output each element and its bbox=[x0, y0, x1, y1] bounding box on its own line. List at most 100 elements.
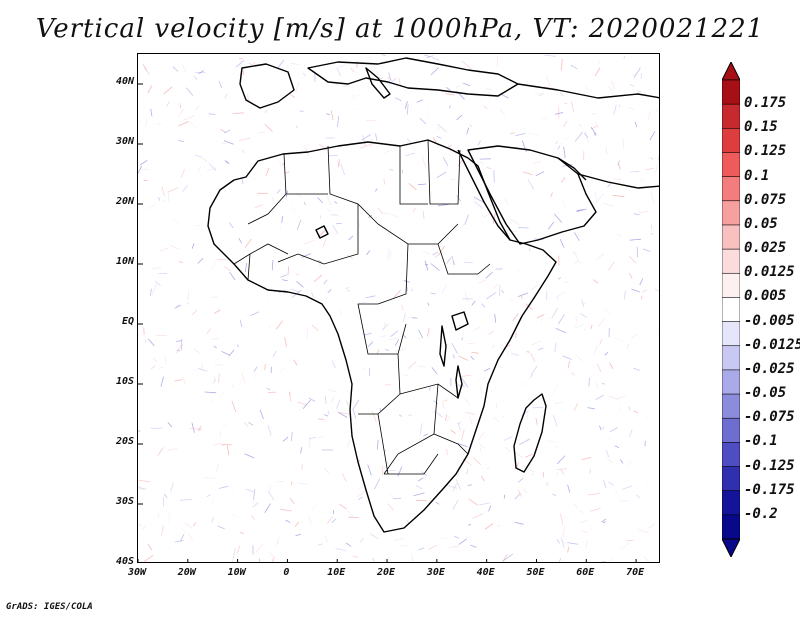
velocity-contour bbox=[491, 343, 496, 350]
velocity-contour bbox=[605, 146, 608, 155]
velocity-contour bbox=[451, 342, 458, 354]
velocity-contour bbox=[611, 80, 615, 90]
velocity-contour bbox=[596, 253, 605, 260]
map-graticule bbox=[138, 83, 637, 562]
velocity-contour bbox=[208, 163, 217, 171]
colorbar-label: 0.05 bbox=[744, 215, 778, 232]
velocity-contour bbox=[509, 299, 514, 302]
velocity-contour bbox=[330, 110, 334, 121]
velocity-contour bbox=[387, 461, 390, 467]
velocity-contour bbox=[478, 502, 491, 506]
velocity-contour bbox=[455, 478, 461, 491]
velocity-contour bbox=[412, 207, 417, 213]
lat-tick-label: 10S bbox=[115, 376, 134, 387]
velocity-contour bbox=[190, 428, 202, 430]
velocity-contour bbox=[417, 477, 424, 482]
velocity-contour bbox=[285, 171, 290, 174]
velocity-contour bbox=[143, 554, 154, 562]
velocity-contour bbox=[587, 407, 595, 410]
velocity-contour bbox=[359, 538, 364, 543]
velocity-contour bbox=[327, 208, 332, 213]
velocity-contour bbox=[323, 279, 328, 285]
velocity-contour bbox=[589, 525, 594, 531]
velocity-contour bbox=[531, 340, 541, 346]
velocity-contour bbox=[517, 227, 529, 229]
velocity-contour bbox=[657, 92, 659, 95]
velocity-contour bbox=[318, 259, 323, 264]
velocity-contour bbox=[527, 132, 539, 136]
velocity-contour bbox=[613, 337, 625, 342]
velocity-contour bbox=[494, 314, 497, 323]
velocity-contour bbox=[556, 455, 566, 465]
velocity-contour bbox=[138, 74, 142, 76]
velocity-contour bbox=[563, 146, 566, 158]
velocity-contour bbox=[573, 402, 579, 412]
colorbar bbox=[722, 62, 740, 557]
velocity-contour bbox=[623, 290, 626, 300]
velocity-contour bbox=[633, 213, 640, 216]
velocity-contour bbox=[216, 462, 220, 472]
velocity-contour bbox=[352, 409, 357, 419]
velocity-contour bbox=[244, 453, 255, 459]
velocity-contour bbox=[602, 202, 615, 207]
velocity-contour bbox=[515, 133, 526, 137]
velocity-contour bbox=[147, 338, 155, 347]
velocity-contour bbox=[485, 271, 493, 279]
velocity-contour bbox=[437, 123, 447, 133]
velocity-contour bbox=[452, 500, 459, 510]
velocity-contour bbox=[322, 238, 327, 248]
velocity-contour bbox=[346, 439, 351, 448]
country-borders bbox=[233, 139, 491, 475]
velocity-contour bbox=[438, 536, 448, 539]
velocity-contour bbox=[377, 207, 383, 214]
velocity-contour bbox=[221, 443, 233, 446]
velocity-contour bbox=[372, 558, 375, 562]
velocity-contour bbox=[623, 55, 625, 60]
velocity-contour bbox=[631, 73, 636, 76]
velocity-contour bbox=[464, 291, 469, 302]
velocity-contour bbox=[560, 469, 565, 476]
velocity-contour bbox=[437, 126, 439, 131]
velocity-contour bbox=[584, 132, 589, 138]
velocity-contour bbox=[186, 302, 191, 305]
velocity-contour bbox=[602, 307, 611, 316]
velocity-contour bbox=[613, 104, 617, 115]
velocity-contour bbox=[385, 470, 396, 472]
velocity-contour bbox=[404, 100, 408, 110]
velocity-contour bbox=[351, 108, 358, 110]
velocity-contour bbox=[552, 493, 557, 496]
velocity-contour bbox=[157, 122, 162, 125]
velocity-contour bbox=[177, 108, 184, 118]
velocity-contour bbox=[211, 260, 217, 270]
velocity-contour bbox=[138, 119, 143, 126]
velocity-contour bbox=[231, 400, 237, 413]
velocity-contour bbox=[554, 445, 559, 448]
velocity-contour bbox=[301, 464, 303, 470]
velocity-contour bbox=[342, 85, 351, 88]
velocity-contour bbox=[154, 280, 161, 287]
velocity-contour bbox=[458, 355, 469, 361]
velocity-contour bbox=[212, 379, 217, 384]
velocity-contour bbox=[381, 324, 389, 331]
velocity-contour bbox=[424, 260, 429, 271]
velocity-contour bbox=[505, 447, 511, 452]
velocity-contour bbox=[483, 105, 488, 109]
velocity-contour bbox=[150, 108, 153, 117]
velocity-contour bbox=[342, 336, 345, 340]
europe-coastline bbox=[239, 63, 295, 109]
velocity-contour bbox=[295, 125, 299, 129]
red-sea bbox=[457, 149, 511, 241]
velocity-contour bbox=[510, 353, 520, 356]
velocity-contour bbox=[577, 233, 582, 237]
italy-coastline bbox=[365, 67, 391, 99]
asia-coastline bbox=[517, 83, 659, 189]
velocity-contour bbox=[519, 438, 531, 445]
velocity-contour bbox=[481, 303, 486, 308]
velocity-contour bbox=[473, 457, 482, 466]
lon-tick-label: 30W bbox=[127, 567, 147, 578]
velocity-contour bbox=[197, 368, 208, 372]
velocity-contour bbox=[138, 523, 143, 528]
velocity-contour bbox=[499, 284, 501, 297]
velocity-contour bbox=[162, 199, 166, 203]
velocity-contour bbox=[219, 430, 221, 437]
